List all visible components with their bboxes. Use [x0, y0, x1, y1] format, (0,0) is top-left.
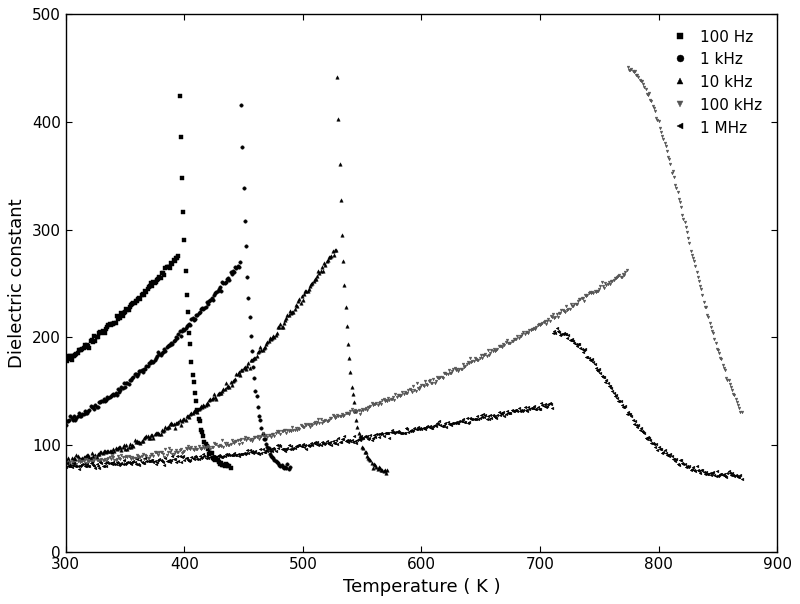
1 MHz	[247, 447, 257, 454]
1 MHz	[737, 475, 746, 483]
1 MHz	[214, 451, 223, 458]
1 MHz	[552, 324, 562, 332]
1 kHz	[125, 376, 134, 384]
100 kHz	[61, 460, 70, 467]
1 MHz	[124, 458, 134, 466]
10 kHz	[279, 320, 289, 327]
10 kHz	[381, 469, 390, 477]
1 kHz	[129, 373, 138, 381]
100 kHz	[376, 400, 386, 408]
1 MHz	[201, 454, 210, 461]
Y-axis label: Dielectric constant: Dielectric constant	[8, 199, 26, 368]
10 kHz	[61, 455, 70, 463]
X-axis label: Temperature ( K ): Temperature ( K )	[342, 577, 500, 596]
100 kHz	[202, 444, 212, 451]
10 kHz	[353, 423, 362, 430]
Line: 1 MHz: 1 MHz	[64, 327, 743, 480]
1 kHz	[285, 463, 294, 471]
100 Hz	[226, 464, 235, 472]
1 MHz	[375, 431, 385, 438]
100 Hz	[174, 92, 184, 100]
1 kHz	[284, 466, 294, 473]
10 kHz	[269, 333, 278, 340]
1 kHz	[61, 422, 70, 429]
100 kHz	[737, 408, 746, 415]
100 Hz	[225, 462, 234, 469]
1 MHz	[573, 341, 582, 348]
100 Hz	[61, 356, 70, 364]
100 kHz	[573, 297, 582, 304]
Line: 10 kHz: 10 kHz	[64, 76, 389, 475]
100 Hz	[70, 352, 80, 359]
Legend: 100 Hz, 1 kHz, 10 kHz, 100 kHz, 1 MHz: 100 Hz, 1 kHz, 10 kHz, 100 kHz, 1 MHz	[665, 22, 770, 143]
1 kHz	[237, 101, 246, 109]
10 kHz	[382, 466, 392, 474]
1 MHz	[61, 463, 70, 471]
100 Hz	[78, 345, 87, 352]
100 kHz	[67, 461, 77, 469]
10 kHz	[333, 73, 342, 80]
100 Hz	[142, 285, 152, 292]
Line: 100 Hz: 100 Hz	[64, 94, 232, 470]
10 kHz	[285, 307, 294, 315]
100 Hz	[67, 356, 77, 364]
Line: 100 kHz: 100 kHz	[64, 66, 743, 466]
100 kHz	[623, 63, 633, 71]
1 kHz	[85, 406, 94, 414]
100 kHz	[215, 442, 225, 449]
1 kHz	[113, 385, 122, 393]
100 Hz	[90, 337, 100, 344]
10 kHz	[366, 456, 375, 463]
1 kHz	[174, 330, 183, 338]
1 kHz	[163, 342, 173, 350]
10 kHz	[100, 448, 110, 455]
Line: 1 kHz: 1 kHz	[64, 103, 291, 471]
100 kHz	[125, 454, 134, 461]
100 kHz	[248, 435, 258, 443]
